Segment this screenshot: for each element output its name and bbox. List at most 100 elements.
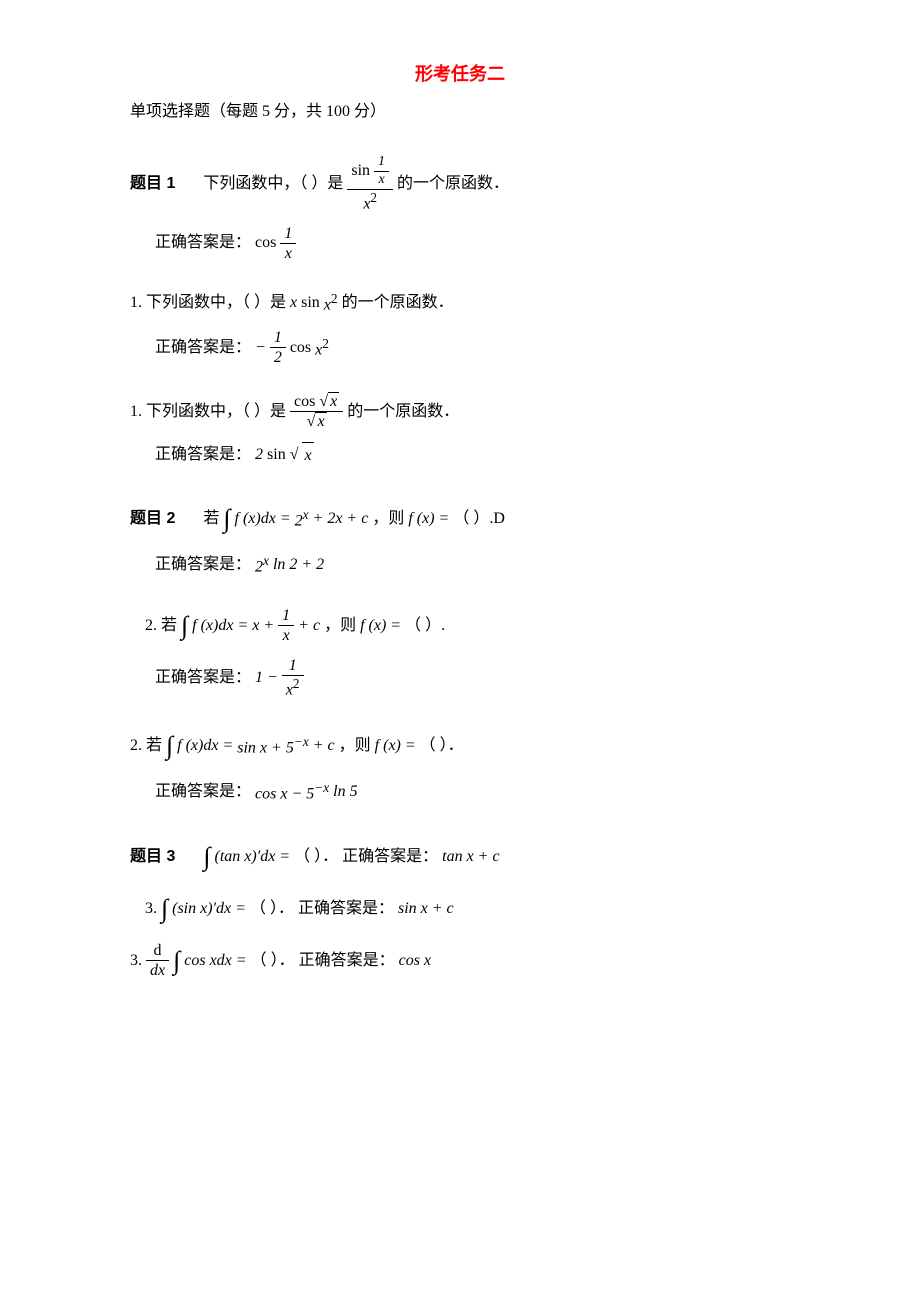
q2v3-text-a: 若 — [146, 733, 162, 759]
sub-label: 1. — [130, 290, 142, 316]
q2v2-rhs-b: + c — [298, 613, 320, 639]
q1v3-text-b: 的一个原函数． — [347, 399, 459, 425]
q2v2-eq: = — [237, 613, 248, 639]
q2-sup-x: x — [303, 507, 309, 522]
q2v2-ans-num: 1 — [282, 656, 304, 676]
q1v2-sin: sin — [301, 290, 320, 316]
q1-ans-den: x — [280, 244, 296, 263]
q1-stem: 题目 1 下列函数中，（ ）是 sin 1 x x2 的一个原函数． — [130, 154, 820, 213]
q1v3-den-sqrt: x — [315, 412, 326, 430]
q1v2-text-b: 的一个原函数． — [342, 290, 454, 316]
q3v3-dx: dx — [146, 961, 169, 980]
q2v2-stem: 2. 若 ∫ f (x)dx = x + 1 x + c ，则 f (x) = … — [145, 605, 820, 647]
integral-icon: ∫ — [203, 836, 210, 878]
q2v2-ans-den-sup: 2 — [293, 676, 300, 691]
q2-ans-2: 2 — [255, 558, 263, 575]
q1v2-num: 1 — [270, 328, 286, 348]
q1v3-text-a: 下列函数中，（ ）是 — [146, 399, 286, 425]
q2v2-text-a: 若 — [161, 613, 177, 639]
q2v3-answer: 正确答案是： cos x − 5−x ln 5 — [155, 777, 820, 807]
ans-prefix: 正确答案是： — [299, 948, 395, 974]
q1-label: 题目 1 — [130, 171, 175, 197]
q2-ans-sup: x — [263, 553, 269, 568]
q1v2-ans-frac: 1 2 — [270, 328, 286, 367]
integral-icon: ∫ — [173, 940, 180, 982]
q1-inner-num: 1 — [374, 154, 389, 172]
q2v2-ans-frac: 1 x2 — [282, 656, 304, 700]
q1v3-stem: 1. 下列函数中，（ ）是 cos √x √x 的一个原函数． — [130, 392, 820, 431]
ans-prefix: 正确答案是： — [155, 442, 251, 468]
integral-icon: ∫ — [166, 725, 173, 767]
q2v2-text-b: ，则 — [324, 613, 356, 639]
q3-stem: 题目 3 ∫ (tan x)′dx = （ ）． 正确答案是： tan x + … — [130, 836, 820, 878]
q1v2-ans-sup: 2 — [322, 336, 329, 351]
sub-label: 3. — [130, 948, 142, 974]
q1v3-ans-sqrt: x — [302, 442, 313, 469]
q2-rhs-rest: + 2x + c — [313, 506, 369, 532]
ans-prefix: 正确答案是： — [342, 844, 438, 870]
q1v2-sup: 2 — [331, 291, 338, 306]
q2-answer: 正确答案是： 2x ln 2 + 2 — [155, 550, 820, 580]
page-title: 形考任务二 — [100, 60, 820, 89]
q1-ans-frac: 1 x — [280, 224, 296, 263]
q3-paren: （ ）． — [294, 844, 338, 870]
q1v2-text-a: 下列函数中，（ ）是 — [146, 290, 286, 316]
sub-label: 2. — [145, 613, 157, 639]
q1v2-stem: 1. 下列函数中，（ ）是 x sin x2 的一个原函数． — [130, 288, 820, 318]
q3v3-int: cos xdx = — [184, 948, 246, 974]
q2-eq: = — [280, 506, 291, 532]
q2v2-rhs-a: x + — [252, 613, 274, 639]
ans-prefix: 正确答案是： — [155, 779, 251, 805]
q3v2-ans: sin x + c — [398, 896, 454, 922]
q1-ans-num: 1 — [280, 224, 296, 244]
q3v2-stem: 3. ∫ (sin x)′dx = （ ）． 正确答案是： sin x + c — [145, 888, 820, 930]
ans-prefix: 正确答案是： — [155, 335, 251, 361]
integral-icon: ∫ — [161, 888, 168, 930]
q3-label: 题目 3 — [130, 844, 175, 870]
q1v3-coef: 2 — [255, 442, 263, 468]
q1-text-b: 的一个原函数． — [397, 171, 509, 197]
q2v3-text-c: （ ）． — [420, 733, 464, 759]
q1v2-x: x — [290, 290, 297, 316]
q2v3-text-b: ，则 — [339, 733, 371, 759]
q3v2-paren: （ ）． — [250, 896, 294, 922]
q2v3-rhs-b: + c — [313, 733, 335, 759]
sub-label: 1. — [130, 399, 142, 425]
q2v2-lhs: f (x)dx — [192, 613, 233, 639]
q2v2-fx: f (x) = — [360, 613, 401, 639]
sub-label: 3. — [145, 896, 157, 922]
instructions: 单项选择题（每题 5 分，共 100 分） — [130, 99, 820, 125]
q1v2-den: 2 — [270, 348, 286, 367]
q1v2-answer: 正确答案是： − 1 2 cos x2 — [155, 328, 820, 367]
q2v3-rhs: sin x + 5 — [237, 739, 294, 756]
q3v2-int: (sin x)′dx = — [172, 896, 246, 922]
q1v2-cos: cos — [290, 335, 311, 361]
q1v3-cos: cos — [294, 393, 315, 410]
q2v3-sup: −x — [294, 734, 309, 749]
q1-answer: 正确答案是： cos 1 x — [155, 224, 820, 263]
q3v3-ddx: d dx — [146, 941, 169, 980]
q2v3-ans-sup: −x — [314, 780, 329, 795]
q2-text-c: （ ）.D — [453, 506, 505, 532]
q2-ans-rest: ln 2 + 2 — [273, 552, 324, 578]
q2-text-a: 若 — [203, 506, 219, 532]
q1v3-sqrt: x — [328, 392, 339, 410]
q2v3-ans-a: cos x − 5 — [255, 785, 314, 802]
ans-prefix: 正确答案是： — [155, 230, 251, 256]
q2v2-answer: 正确答案是： 1 − 1 x2 — [155, 656, 820, 700]
q2-stem: 题目 2 若 ∫ f (x)dx = 2x + 2x + c ，则 f (x) … — [130, 498, 820, 540]
q3-ans: tan x + c — [442, 844, 499, 870]
q1-ans-fn: cos — [255, 230, 276, 256]
q3v3-stem: 3. d dx ∫ cos xdx = （ ）． 正确答案是： cos x — [130, 940, 820, 982]
q2v3-lhs: f (x)dx — [177, 733, 218, 759]
integral-icon: ∫ — [223, 498, 230, 540]
ans-prefix: 正确答案是： — [155, 552, 251, 578]
q2v3-stem: 2. 若 ∫ f (x)dx = sin x + 5−x + c ，则 f (x… — [130, 725, 820, 767]
q2v3-ans-b: ln 5 — [333, 779, 357, 805]
q2v2-ans-den-x: x — [286, 682, 293, 699]
q1v2-x2: x — [324, 296, 331, 313]
ans-prefix: 正确答案是： — [298, 896, 394, 922]
q1-den-sup: 2 — [370, 190, 377, 205]
q1-text-a: 下列函数中，（ ）是 — [203, 171, 343, 197]
q1-inner-den: x — [374, 172, 389, 189]
